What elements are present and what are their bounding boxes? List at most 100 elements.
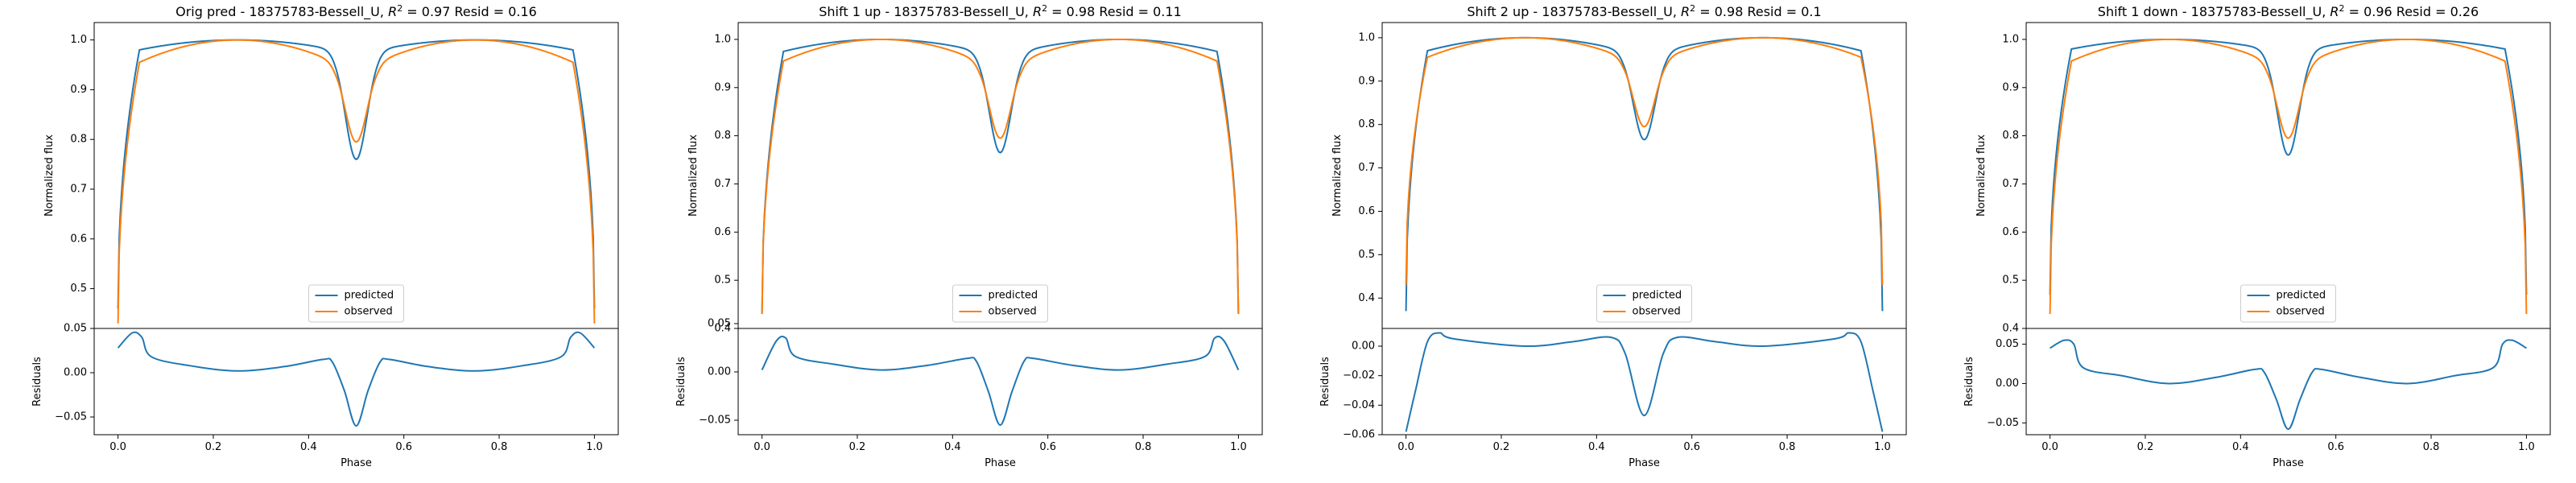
chart-title-superscript: 2 <box>1042 3 1047 14</box>
chart-title-superscript: 2 <box>2339 3 2345 14</box>
series-line-residuals <box>1405 332 1884 432</box>
legend-label-observed: observed <box>989 306 1037 318</box>
bottom-ytick-label: 0.00 <box>64 367 87 379</box>
xtick-label: 0.8 <box>2423 441 2440 453</box>
xlabel: Phase <box>2273 457 2304 469</box>
top-ytick-label: 0.5 <box>1358 249 1375 261</box>
top-ylabel: Normalized flux <box>687 134 700 217</box>
legend-label-observed: observed <box>345 306 393 318</box>
top-ytick-label: 0.7 <box>714 178 731 190</box>
xtick-label: 1.0 <box>2518 441 2535 453</box>
chart-title: Orig pred - 18375783-Bessell_U, R2 = 0.9… <box>175 3 537 20</box>
chart-title-values: = 0.96 Resid = 0.26 <box>2345 4 2479 19</box>
series-line-residuals <box>117 331 596 427</box>
xtick-label: 0.8 <box>1135 441 1152 453</box>
bottom-ytick-label: −0.05 <box>1987 417 2019 429</box>
legend-label-predicted: predicted <box>345 290 394 302</box>
top-ytick-label: 0.4 <box>714 323 731 335</box>
top-ylabel: Normalized flux <box>1331 134 1344 217</box>
top-ytick-label: 0.9 <box>1358 75 1375 87</box>
top-ytick-label: 0.4 <box>2002 323 2019 335</box>
top-ytick-label: 0.8 <box>714 130 731 142</box>
series-line-residuals <box>2050 339 2527 431</box>
top-ytick-label: 0.7 <box>2002 178 2019 190</box>
xtick-label: 0.0 <box>753 441 770 453</box>
xtick-label: 0.2 <box>2137 441 2154 453</box>
top-ytick-label: 0.9 <box>714 81 731 93</box>
xtick-label: 0.0 <box>2041 441 2058 453</box>
xlabel: Phase <box>985 457 1016 469</box>
bottom-ylabel: Residuals <box>1319 357 1331 407</box>
top-ylabel: Normalized flux <box>43 134 56 217</box>
top-ytick-label: 0.7 <box>1358 162 1375 174</box>
xtick-label: 1.0 <box>1230 441 1247 453</box>
chart-title: Shift 1 up - 18375783-Bessell_U, R2 = 0.… <box>819 3 1182 20</box>
bottom-ylabel: Residuals <box>31 357 43 407</box>
subplot-2: Shift 1 up - 18375783-Bessell_U, R2 = 0.… <box>675 3 1263 469</box>
series-line-predicted <box>2049 38 2528 295</box>
chart-title-prefix: Shift 2 up - 18375783-Bessell_U, <box>1467 4 1681 20</box>
top-ytick-label: 0.7 <box>70 183 87 195</box>
xtick-label: 0.4 <box>300 441 317 453</box>
xtick-label: 0.6 <box>1683 441 1700 453</box>
bottom-ytick-label: −0.02 <box>1343 369 1375 382</box>
top-ytick-label: 0.6 <box>2002 226 2019 238</box>
series-line-predicted <box>761 38 1240 315</box>
xtick-label: 0.2 <box>205 441 222 453</box>
bottom-ytick-label: −0.06 <box>1343 429 1375 441</box>
bottom-ytick-label: −0.05 <box>55 411 87 423</box>
xtick-label: 0.6 <box>395 441 412 453</box>
bottom-axes-frame <box>1381 328 1907 436</box>
bottom-ytick-label: 0.00 <box>1996 378 2019 390</box>
series-line-residuals <box>761 335 1240 427</box>
bottom-axes-frame <box>93 328 619 436</box>
chart-title-prefix: Orig pred - 18375783-Bessell_U, <box>175 4 388 20</box>
chart-title-values: = 0.98 Resid = 0.11 <box>1047 4 1182 19</box>
chart-title-superscript: 2 <box>1690 3 1695 14</box>
legend-label-predicted: predicted <box>2277 290 2326 302</box>
top-ytick-label: 0.9 <box>70 84 87 96</box>
top-ytick-label: 0.6 <box>714 226 731 238</box>
top-ytick-label: 0.8 <box>2002 130 2019 142</box>
bottom-ytick-label: 0.00 <box>708 366 731 378</box>
top-ytick-label: 1.0 <box>2002 33 2019 45</box>
legend-label-observed: observed <box>1633 306 1681 318</box>
series-line-observed <box>2049 38 2528 315</box>
top-ytick-label: 1.0 <box>1358 31 1375 43</box>
bottom-ylabel: Residuals <box>675 357 687 407</box>
xtick-label: 0.4 <box>2232 441 2249 453</box>
legend-box <box>308 284 404 323</box>
top-ytick-label: 0.5 <box>714 275 731 287</box>
xtick-label: 0.4 <box>1588 441 1605 453</box>
bottom-ytick-label: 0.05 <box>64 323 87 335</box>
top-ytick-label: 0.6 <box>1358 205 1375 217</box>
chart-title-r: R <box>2330 4 2339 19</box>
chart-title-values: = 0.97 Resid = 0.16 <box>402 4 537 19</box>
xlabel: Phase <box>341 457 372 469</box>
subplot-1: Orig pred - 18375783-Bessell_U, R2 = 0.9… <box>31 3 619 469</box>
bottom-ytick-label: 0.05 <box>708 318 731 330</box>
bottom-ytick-label: −0.04 <box>1343 399 1375 411</box>
bottom-axes-frame <box>737 328 1263 436</box>
legend-box <box>952 284 1048 323</box>
xtick-label: 0.2 <box>849 441 866 453</box>
bottom-ylabel: Residuals <box>1963 357 1975 407</box>
chart-title-r: R <box>388 4 397 19</box>
chart-title-values: = 0.98 Resid = 0.1 <box>1695 4 1822 19</box>
bottom-ytick-label: −0.05 <box>699 415 731 427</box>
series-line-predicted <box>117 39 596 309</box>
chart-title: Shift 1 down - 18375783-Bessell_U, R2 = … <box>2098 3 2479 20</box>
legend-box <box>2240 284 2336 323</box>
xtick-label: 1.0 <box>586 441 603 453</box>
xtick-label: 0.6 <box>1039 441 1056 453</box>
chart-title: Shift 2 up - 18375783-Bessell_U, R2 = 0.… <box>1467 3 1821 20</box>
top-ytick-label: 0.8 <box>1358 118 1375 130</box>
chart-title-prefix: Shift 1 down - 18375783-Bessell_U, <box>2098 4 2330 20</box>
top-ytick-label: 0.5 <box>2002 275 2019 287</box>
bottom-axes-frame <box>2025 328 2551 436</box>
xtick-label: 0.8 <box>1779 441 1796 453</box>
xlabel: Phase <box>1629 457 1660 469</box>
chart-title-prefix: Shift 1 up - 18375783-Bessell_U, <box>819 4 1033 20</box>
legend: predicted observed <box>952 284 1048 323</box>
